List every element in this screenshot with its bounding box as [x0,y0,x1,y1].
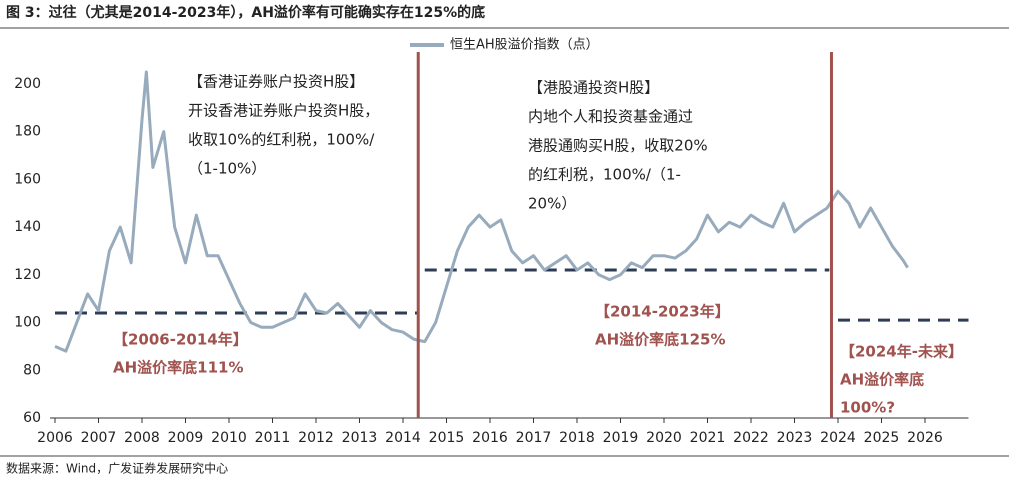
y-tick-label: 100 [14,315,41,331]
x-tick-label: 2022 [733,430,769,446]
x-tick-label: 2010 [211,430,247,446]
y-tick-label: 180 [14,124,41,140]
series-line [54,70,909,353]
y-tick-label: 120 [14,267,41,283]
x-tick-label: 2024 [820,430,856,446]
annotation: 【香港证券账户投资H股】 [188,73,364,91]
x-tick-label: 2015 [429,430,465,446]
x-tick-label: 2020 [646,430,682,446]
x-tick-label: 2019 [603,430,639,446]
annotation: 【港股通投资H股】 [528,79,659,97]
x-tick-label: 2023 [777,430,813,446]
annotation-red: AH溢价率底125% [595,331,726,349]
annotation: 20%） [528,195,576,213]
annotation-red: 100%? [840,399,895,417]
chart-title: 图 3：过往（尤其是2014-2023年），AH溢价率有可能确实存在125%的底 [6,4,485,21]
y-tick-label: 60 [23,410,41,426]
x-tick-label: 2016 [472,430,508,446]
annotation: 收取10%的红利税，100%/ [188,131,375,149]
x-tick-label: 2021 [690,430,726,446]
annotation: （1-10%） [188,160,266,178]
y-tick-label: 160 [14,171,41,187]
annotation-red: AH溢价率底 [840,371,924,389]
x-tick-label: 2017 [516,430,552,446]
annotation: 开设香港证券账户投资H股， [188,102,379,120]
y-tick-label: 80 [23,362,41,378]
annotation-red: 【2006-2014年】 [113,331,248,349]
x-tick-label: 2006 [37,430,73,446]
annotation-red: 【2014-2023年】 [595,303,730,321]
annotation: 的红利税，100%/（1- [528,166,681,184]
x-tick-label: 2026 [907,430,943,446]
x-tick-label: 2014 [385,430,421,446]
source: 数据来源：Wind，广发证券发展研究中心 [6,461,228,476]
x-tick-label: 2007 [81,430,117,446]
x-tick-label: 2009 [168,430,204,446]
annotation-red: 【2024年-未来】 [840,343,963,361]
annotation: 港股通购买H股，收取20% [528,137,708,155]
x-tick-label: 2008 [124,430,160,446]
x-tick-label: 2018 [559,430,595,446]
x-tick-label: 2011 [255,430,291,446]
x-tick-label: 2012 [298,430,334,446]
x-tick-label: 2013 [342,430,378,446]
annotation-red: AH溢价率底111% [113,359,244,377]
legend-label: 恒生AH股溢价指数（点） [450,38,599,53]
y-tick-label: 140 [14,219,41,235]
x-tick-label: 2025 [864,430,900,446]
annotation: 内地个人和投资基金通过 [528,108,693,126]
y-tick-label: 200 [14,76,41,92]
